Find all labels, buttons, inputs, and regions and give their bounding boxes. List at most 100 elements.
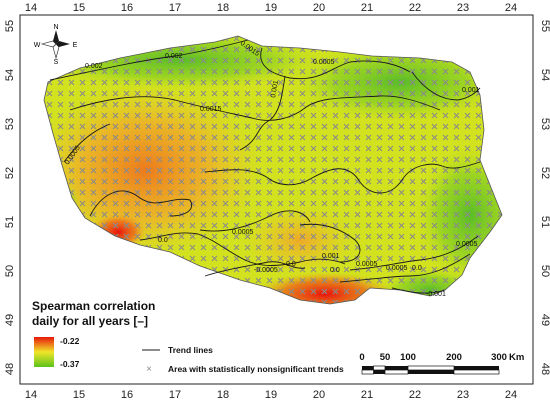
contour-label: 0.0005 [456, 241, 478, 248]
legend: Spearman correlation daily for all years… [32, 299, 344, 375]
scale-label: 0 [359, 352, 364, 363]
legend-max-value: -0.22 [60, 336, 80, 346]
y-axis-left: 55 54 53 52 51 50 49 48 [4, 20, 16, 375]
y-tick-label: 51 [4, 216, 16, 228]
contour-label: 0.0 [158, 237, 168, 244]
y-axis-right: 55 54 53 52 51 50 49 48 [539, 20, 550, 375]
x-tick-label: 16 [121, 389, 133, 401]
scale-segment [373, 365, 386, 371]
x-tick-label: 24 [505, 389, 517, 401]
trend-lines [49, 39, 481, 294]
x-tick-label: 22 [409, 389, 421, 401]
x-tick-label: 20 [313, 2, 325, 14]
compass-e-label: E [73, 42, 78, 49]
scale-segment [453, 369, 500, 375]
scale-label: 300 [491, 352, 507, 363]
y-tick-label: 51 [539, 216, 550, 228]
contour-label: 0.002 [85, 63, 103, 70]
trend-line [69, 95, 441, 121]
legend-min-value: -0.37 [60, 359, 80, 369]
x-axis-top: 14 15 16 17 18 19 20 21 22 23 24 [25, 2, 517, 14]
trend-line [339, 253, 471, 283]
scale-segment [454, 366, 499, 370]
x-tick-label: 24 [505, 2, 517, 14]
scale-segment [384, 369, 409, 375]
nonsignificant-label: Area with statistically nonsignificant t… [168, 364, 344, 374]
scale-segment [361, 369, 374, 375]
compass-star-icon [40, 30, 70, 60]
x-tick-label: 23 [457, 389, 469, 401]
trend-line [49, 39, 249, 81]
trend-line [204, 161, 481, 194]
contour-label: 0.0005 [386, 265, 408, 272]
contour-label: 0.0 [412, 265, 422, 272]
x-tick-label: 16 [121, 2, 133, 14]
trend-line [89, 190, 192, 217]
x-tick-label: 15 [73, 2, 85, 14]
scale-label: 100 [400, 352, 416, 363]
x-tick-label: 15 [73, 389, 85, 401]
y-tick-label: 52 [4, 167, 16, 179]
y-tick-label: 54 [4, 69, 16, 81]
scale-segment [385, 366, 408, 370]
contour-label: 0.002 [165, 53, 183, 60]
compass-rose: N E S W [34, 24, 78, 66]
trend-line [139, 232, 346, 266]
contour-label: -0.001 [426, 291, 446, 298]
scale-segment [407, 365, 455, 371]
scale-segment [373, 370, 385, 374]
trend-lines-label: Trend lines [168, 345, 213, 355]
x-tick-label: 18 [217, 389, 229, 401]
x-tick-label: 19 [265, 389, 277, 401]
trend-line [199, 210, 311, 232]
y-tick-label: 48 [4, 363, 16, 375]
x-tick-label: 14 [25, 389, 37, 401]
poland-border [43, 35, 503, 305]
x-tick-label: 14 [25, 2, 37, 14]
y-tick-label: 52 [539, 167, 550, 179]
y-tick-label: 54 [539, 69, 550, 81]
x-tick-label: 22 [409, 2, 421, 14]
scale-bar: 0 50 100 200 300 Km [359, 352, 524, 375]
y-tick-label: 55 [539, 20, 550, 32]
trend-line [299, 223, 361, 263]
x-tick-label: 21 [361, 2, 373, 14]
y-tick-label: 55 [4, 20, 16, 32]
contour-labels: 0.0015 0.002 0.002 0.0005 0.001 0.001 0.… [64, 40, 480, 298]
legend-color-ramp [34, 337, 54, 367]
contour-label: 0.0 [286, 261, 296, 268]
x-tick-label: 17 [169, 389, 181, 401]
x-tick-label: 18 [217, 2, 229, 14]
contour-label: 0.001 [322, 253, 340, 260]
trend-line [63, 123, 111, 163]
contour-label: 0.0015 [200, 106, 222, 113]
x-tick-label: 17 [169, 2, 181, 14]
compass-w-label: W [34, 42, 41, 49]
y-tick-label: 53 [4, 118, 16, 130]
y-tick-label: 53 [539, 118, 550, 130]
y-tick-label: 50 [4, 265, 16, 277]
contour-label: 0.0005 [356, 261, 378, 268]
x-tick-label: 21 [361, 389, 373, 401]
contour-label: 0.0005 [313, 59, 335, 66]
x-tick-label: 23 [457, 2, 469, 14]
compass-n-label: N [53, 24, 58, 31]
trend-line [411, 71, 481, 101]
y-tick-label: 49 [539, 314, 550, 326]
contour-label: 0.0 [330, 267, 340, 274]
contour-label: 0.0005 [232, 229, 254, 236]
nonsignificant-marker-icon: × [146, 364, 152, 375]
trend-line [204, 261, 306, 277]
scale-label: 50 [380, 352, 391, 363]
scale-segment [408, 370, 454, 374]
contour-label: 0.001 [462, 87, 480, 94]
x-axis-bottom: 14 15 16 17 18 19 20 21 22 23 24 [25, 389, 517, 401]
trend-line [349, 235, 479, 271]
x-tick-label: 20 [313, 389, 325, 401]
contour-label: -0.0005 [254, 267, 278, 274]
scale-unit: Km [509, 352, 524, 363]
y-tick-label: 50 [539, 265, 550, 277]
scale-label: 200 [446, 352, 462, 363]
y-tick-label: 49 [4, 314, 16, 326]
